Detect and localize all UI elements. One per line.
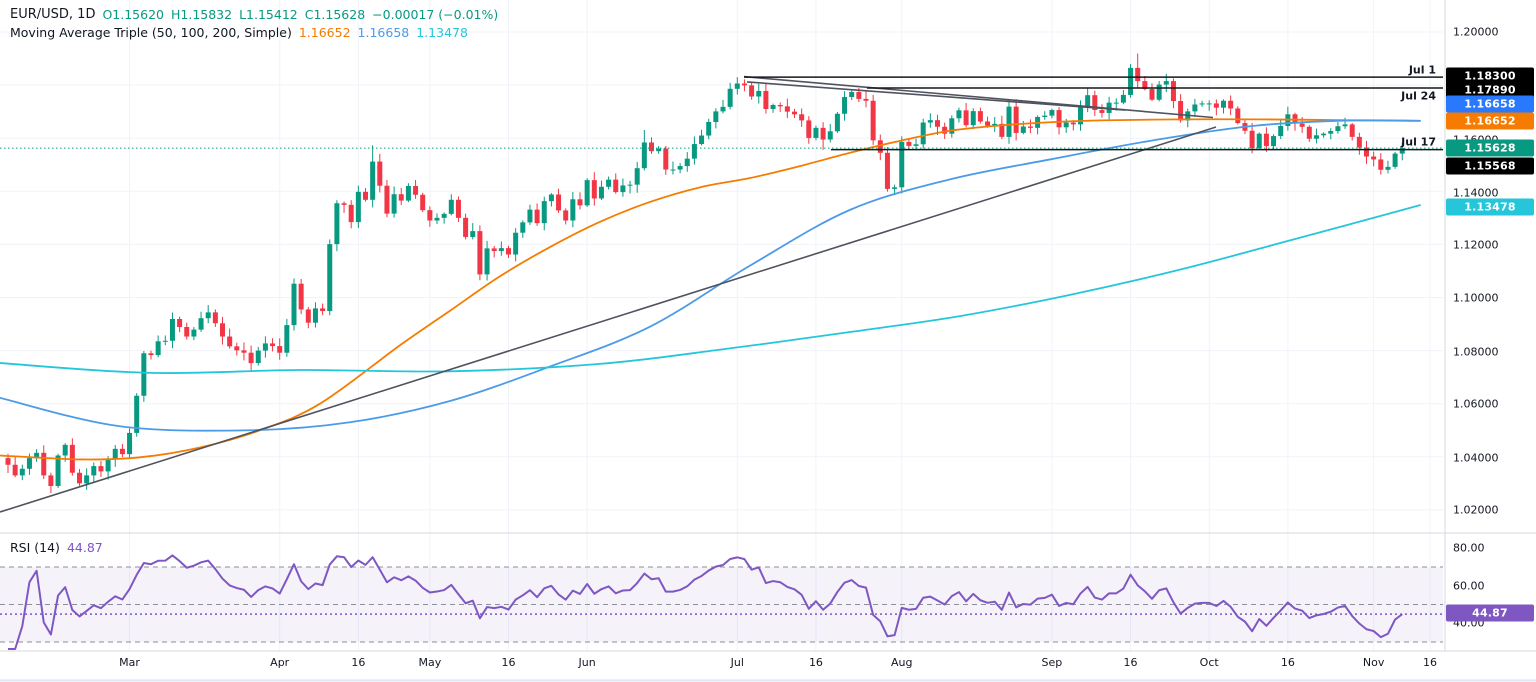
ma-value: 1.16658 (357, 25, 410, 40)
ohlc-low: L1.15412 (239, 7, 298, 22)
price-badge: 1.13478 (1446, 198, 1534, 216)
price-badge: 44.87 (1446, 604, 1534, 622)
level-date-label: Jul 1 (1408, 63, 1436, 77)
price-axis-label: 1.14000 (1453, 186, 1499, 200)
ma-indicator-name: Moving Average Triple (50, 100, 200, Sim… (10, 25, 292, 40)
time-axis-label: Nov (1362, 656, 1385, 669)
price-axis-label: 60.00 (1453, 579, 1485, 593)
ohlc-close: C1.15628 (304, 7, 366, 22)
ma-value: 1.13478 (416, 25, 468, 40)
ohlc-high: H1.15832 (171, 7, 233, 22)
ma-value: 1.16652 (298, 25, 351, 40)
time-axis-label: May (418, 656, 442, 669)
time-axis-label: 16 (1280, 656, 1295, 669)
time-axis-label: 16 (1123, 656, 1138, 669)
price-axis-label: 1.08000 (1453, 345, 1499, 359)
price-badge: 1.15628 (1446, 139, 1534, 157)
time-axis-label: Oct (1199, 656, 1219, 669)
rsi-indicator-legend[interactable]: RSI (14) 44.87 (10, 540, 103, 555)
price-badge: 1.17890 (1446, 81, 1534, 99)
time-axis-label: Apr (270, 656, 290, 669)
time-axis-label: Jul (730, 656, 744, 669)
price-badge: 1.16658 (1446, 95, 1534, 113)
price-change: −0.00017 (−0.01%) (372, 7, 499, 22)
time-axis-label: Jun (578, 656, 596, 669)
time-axis-label: Aug (891, 656, 913, 669)
time-axis-label: 16 (1423, 656, 1437, 669)
price-axis-label: 1.06000 (1453, 397, 1499, 411)
time-axis-label: 16 (501, 656, 516, 669)
price-axis-label: 1.12000 (1453, 238, 1499, 252)
symbol-legend[interactable]: EUR/USD, 1D O1.15620 H1.15832 L1.15412 C… (10, 7, 498, 22)
ma-indicator-legend[interactable]: Moving Average Triple (50, 100, 200, Sim… (10, 25, 475, 40)
level-date-label: Jul 24 (1401, 89, 1436, 103)
price-axis-label: 1.04000 (1453, 451, 1499, 465)
price-axis-label: 1.20000 (1453, 25, 1499, 39)
price-badge: 1.16652 (1446, 112, 1534, 130)
level-date-label: Jul 17 (1401, 135, 1436, 149)
price-badge: 1.18300 (1446, 67, 1534, 85)
rsi-indicator-value: 44.87 (66, 540, 103, 555)
ma-indicator-values: 1.16652 1.16658 1.13478 (299, 25, 475, 40)
price-axis-label: 80.00 (1453, 541, 1485, 555)
symbol-title: EUR/USD, 1D (10, 7, 96, 22)
price-axis-label: 1.02000 (1453, 503, 1499, 517)
ohlc-open: O1.15620 (102, 7, 164, 22)
price-axis-label: 1.10000 (1453, 291, 1499, 305)
time-axis-label: 16 (351, 656, 366, 669)
price-badge: 1.15568 (1446, 157, 1534, 175)
time-axis-label: Sep (1041, 656, 1063, 669)
time-axis-label: 16 (808, 656, 823, 669)
rsi-indicator-name: RSI (14) (10, 540, 60, 555)
time-axis-label: Mar (119, 656, 140, 669)
